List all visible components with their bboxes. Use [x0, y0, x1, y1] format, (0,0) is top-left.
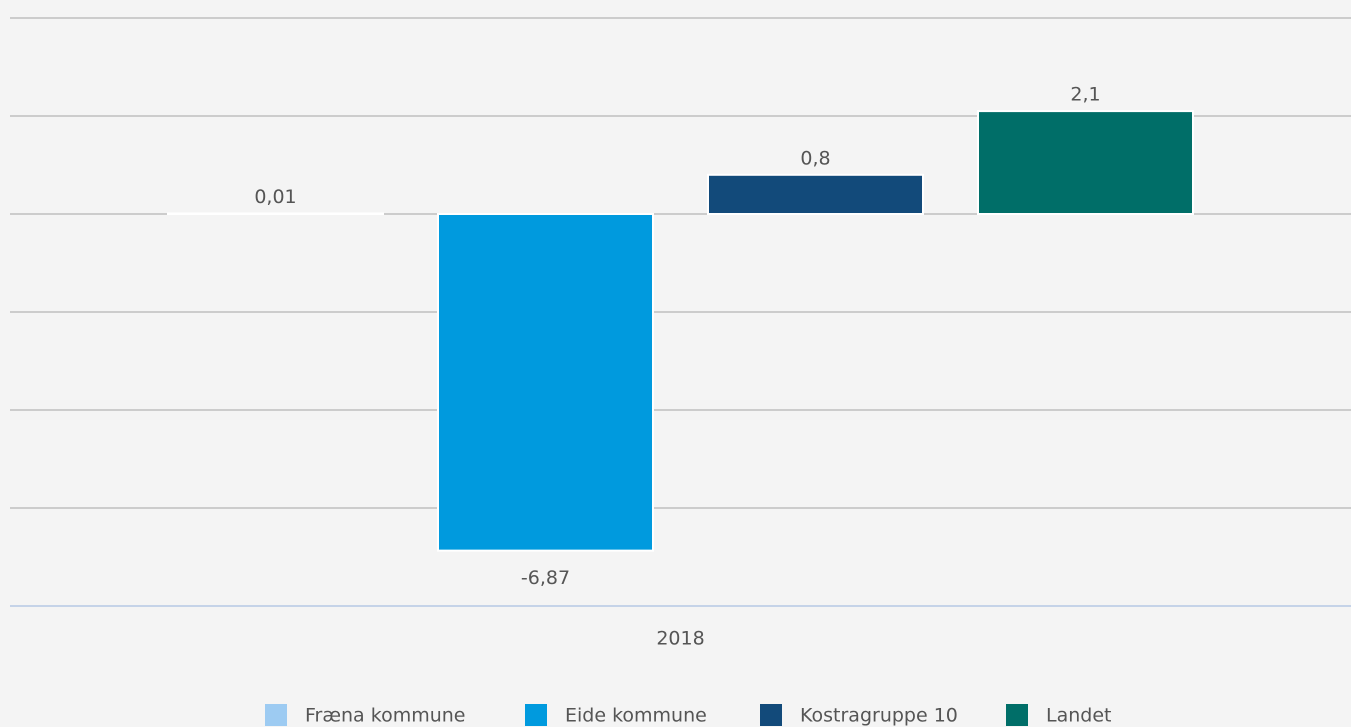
legend-label: Eide kommune — [565, 705, 707, 727]
legend-label: Landet — [1046, 705, 1111, 727]
bar — [977, 110, 1194, 215]
value-label: 0,8 — [800, 147, 830, 169]
legend-swatch — [265, 704, 287, 726]
legend-swatch — [760, 704, 782, 726]
bar — [437, 213, 654, 552]
legend-label: Fræna kommune — [305, 705, 465, 727]
value-label: -6,87 — [521, 567, 570, 589]
x-tick-label: 2018 — [656, 628, 704, 650]
legend-label: Kostragruppe 10 — [800, 705, 958, 727]
value-label: 0,01 — [254, 186, 296, 208]
legend-swatch — [1006, 704, 1028, 726]
value-label: 2,1 — [1070, 84, 1100, 106]
legend-swatch — [525, 704, 547, 726]
bar — [707, 173, 924, 216]
